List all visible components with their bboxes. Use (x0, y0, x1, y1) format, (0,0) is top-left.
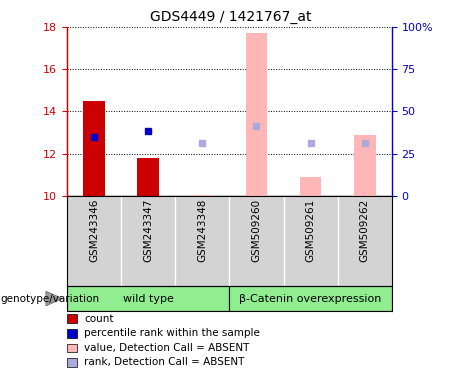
Text: GSM243346: GSM243346 (89, 199, 99, 262)
Text: GSM509261: GSM509261 (306, 199, 316, 262)
Text: β-Catenin overexpression: β-Catenin overexpression (239, 293, 382, 304)
Bar (300, 177, 321, 196)
Text: GSM509262: GSM509262 (360, 199, 370, 262)
Text: genotype/variation: genotype/variation (0, 293, 99, 304)
Bar (137, 158, 159, 196)
Text: GDS4449 / 1421767_at: GDS4449 / 1421767_at (150, 10, 311, 23)
Text: percentile rank within the sample: percentile rank within the sample (84, 328, 260, 338)
Bar (83, 101, 105, 196)
Text: GSM243348: GSM243348 (197, 199, 207, 262)
Bar (191, 195, 213, 196)
Bar (246, 33, 267, 196)
Bar (67, 286, 229, 311)
Polygon shape (46, 291, 63, 306)
Bar (229, 286, 392, 311)
Text: GSM243347: GSM243347 (143, 199, 153, 262)
Bar (354, 135, 376, 196)
Text: wild type: wild type (123, 293, 173, 304)
Text: GSM509260: GSM509260 (251, 199, 261, 262)
Text: value, Detection Call = ABSENT: value, Detection Call = ABSENT (84, 343, 249, 353)
Text: count: count (84, 314, 113, 324)
Text: rank, Detection Call = ABSENT: rank, Detection Call = ABSENT (84, 358, 244, 367)
